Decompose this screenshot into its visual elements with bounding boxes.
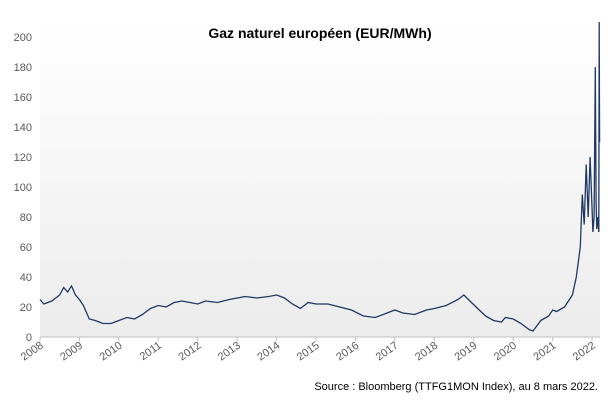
x-tick-label: 2016 [334, 340, 361, 364]
x-tick-label: 2022 [571, 340, 598, 364]
x-tick-label: 2020 [492, 340, 519, 364]
chart-title: Gaz naturel européen (EUR/MWh) [208, 25, 431, 41]
y-tick-label: 120 [14, 152, 32, 164]
y-tick-label: 60 [20, 242, 32, 254]
x-tick-label: 2014 [255, 340, 282, 364]
x-tick-label: 2013 [216, 340, 243, 364]
y-tick-label: 80 [20, 212, 32, 224]
x-tick-label: 2009 [58, 340, 85, 364]
y-tick-label: 160 [14, 92, 32, 104]
y-tick-label: 0 [26, 332, 32, 344]
line [39, 21, 601, 332]
x-tick-label: 2021 [531, 340, 558, 364]
x-tick-label: 2008 [19, 340, 46, 364]
y-tick-label: 100 [14, 182, 32, 194]
x-tick-label: 2018 [413, 340, 440, 364]
source: Source : Bloomberg (TTFG1MON Index), au … [314, 381, 598, 393]
plot-area [40, 22, 600, 337]
x-tick-label: 2011 [138, 340, 164, 363]
y-tick-label: 140 [14, 122, 32, 134]
y-tick-label: 40 [20, 272, 32, 284]
x-tick-label: 2010 [98, 340, 125, 364]
x-tick-label: 2012 [177, 340, 204, 364]
x-tick-label: 2019 [453, 340, 480, 364]
x-tick-label: 2017 [374, 340, 401, 364]
y-tick-label: 200 [14, 32, 32, 44]
x-tick-label: 2015 [295, 340, 322, 364]
y-tick-label: 180 [14, 62, 32, 74]
y-tick-label: 20 [20, 302, 32, 314]
